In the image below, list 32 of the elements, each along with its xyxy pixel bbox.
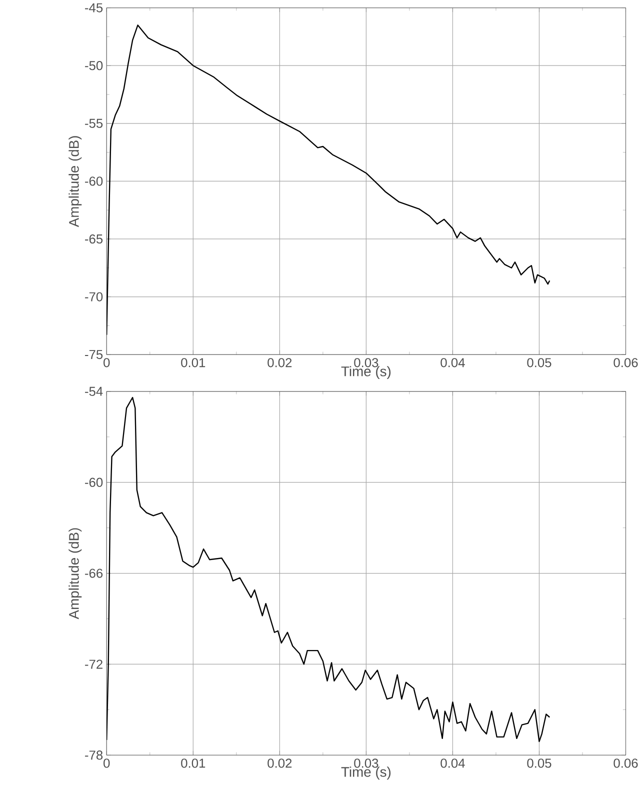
y-tick-label: -45 [85,3,103,12]
x-axis-title: Time (s) [341,766,391,780]
x-tick-label: 0.02 [268,358,292,368]
y-tick-label: -54 [85,386,103,396]
y-tick-label: -65 [85,234,103,244]
x-tick-label: 0.01 [181,758,206,768]
x-tick-label: 0.04 [440,758,466,768]
y-tick-label: -55 [85,118,103,128]
x-tick-label: 0.02 [268,758,292,768]
y-tick-label: -78 [85,750,103,760]
y-axis-title: Amplitude (dB) [68,528,82,620]
x-tick-label: 0.05 [527,358,552,368]
x-tick-label: 0.01 [181,358,206,368]
y-tick-label: -50 [85,61,103,70]
line-series [106,396,550,742]
x-tick-label: 0 [104,758,110,768]
y-tick-label: -60 [85,478,103,487]
x-tick-label: 0.06 [614,358,638,368]
y-tick-label: -66 [85,568,103,578]
x-tick-label: 0.03 [354,358,378,368]
y-tick-label: -75 [85,350,103,360]
y-axis-title: Amplitude (dB) [68,136,82,228]
x-tick-label: 0 [104,358,110,368]
x-tick-label: 0.04 [440,358,466,368]
y-tick-label: -70 [85,292,103,302]
x-tick-label: 0.06 [614,758,638,768]
line-series [106,24,550,336]
x-axis-title: Time (s) [341,366,391,380]
x-tick-label: 0.03 [354,758,378,768]
x-tick-label: 0.05 [527,758,552,768]
y-tick-label: -72 [85,660,103,669]
y-tick-label: -60 [85,176,103,186]
